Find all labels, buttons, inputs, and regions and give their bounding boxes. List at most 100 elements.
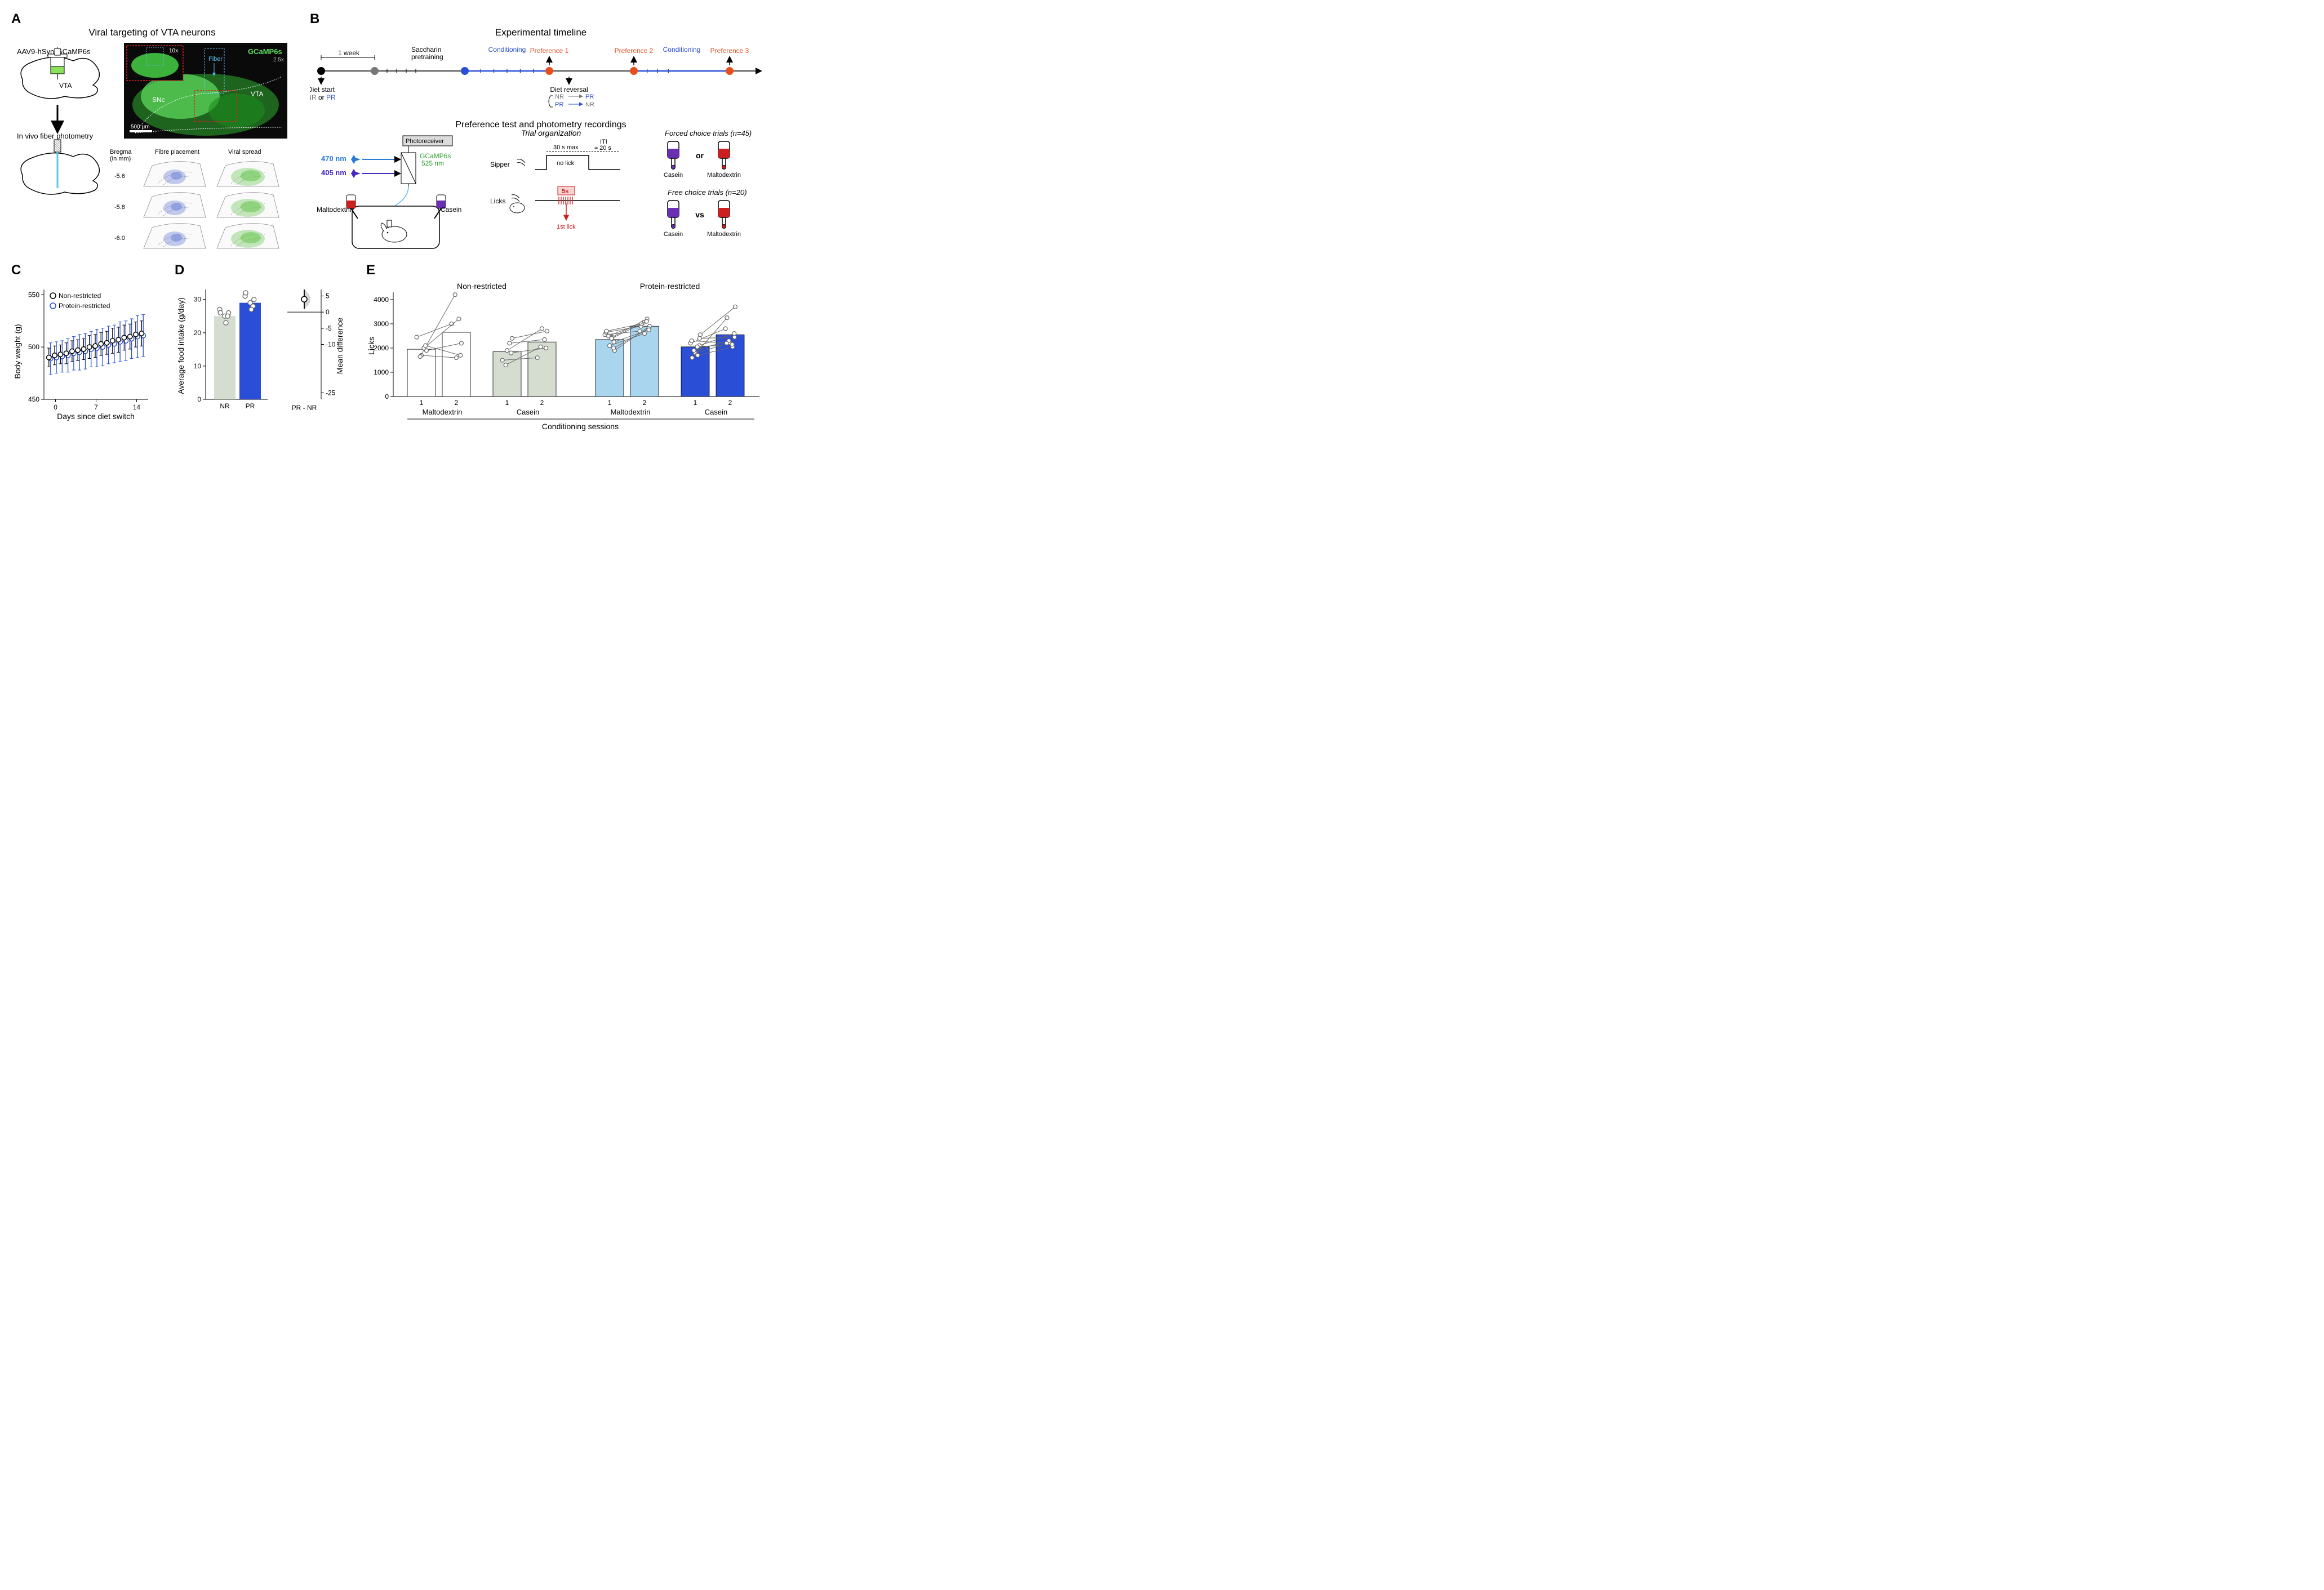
svg-text:Maltodextrin: Maltodextrin xyxy=(423,408,463,416)
panel-d-svg: 0102030 NRPR 50-5-10-25 PR - NR Average … xyxy=(175,278,349,422)
svg-text:NR: NR xyxy=(220,402,230,410)
free-title: Free choice trials (n=20) xyxy=(668,188,747,197)
lbl-iti: ITI≈ 20 s xyxy=(594,139,611,152)
svg-text:NR or PR: NR or PR xyxy=(310,93,336,101)
e-xlabel: Conditioning sessions xyxy=(542,422,619,431)
svg-text:Conditioning: Conditioning xyxy=(663,46,701,54)
c-xlabel: Days since diet switch xyxy=(57,412,135,421)
panel-a-title: Viral targeting of VTA neurons xyxy=(11,27,293,38)
svg-text:7: 7 xyxy=(94,403,98,411)
svg-text:1: 1 xyxy=(505,399,509,407)
panel-label-e: E xyxy=(366,262,375,278)
svg-text:Casein: Casein xyxy=(705,408,727,416)
timeline-nodes: Preference 1 Preference 2 Preference 3 Diet… xyxy=(310,46,749,108)
fiber-ferrule xyxy=(54,140,61,152)
svg-text:Non-restricted: Non-restricted xyxy=(457,282,506,291)
svg-text:1000: 1000 xyxy=(374,368,389,376)
injection-schematic: AAV9-hSyn-GCaMP6s VTA In vivo fiber phot… xyxy=(17,47,99,194)
gcamp-em-label: GCaMP6s525 nm xyxy=(420,152,451,167)
histology-rows: -5.6-5.8-6.0 xyxy=(114,162,279,248)
fiber-label-micro: Fiber xyxy=(208,56,223,63)
svg-text:0: 0 xyxy=(326,308,330,316)
gcamp-label: GCaMP6s xyxy=(248,47,282,56)
svg-text:Casein: Casein xyxy=(664,172,683,179)
d-ylabel: Average food intake (g/day) xyxy=(176,297,185,394)
brain-outline-2 xyxy=(21,153,99,194)
syringe-fluid xyxy=(51,66,64,74)
panel-label-c: C xyxy=(11,262,21,278)
svg-text:Maltodextrin: Maltodextrin xyxy=(707,231,741,238)
svg-text:Maltodextrin: Maltodextrin xyxy=(611,408,651,416)
lbl-5s: 5s xyxy=(562,188,568,195)
svg-text:20: 20 xyxy=(194,329,202,337)
panel-label-a: A xyxy=(11,11,21,26)
svg-text:-5.8: -5.8 xyxy=(114,204,125,211)
lbl-nolick: no lick xyxy=(557,160,575,167)
wav470: 470 nm xyxy=(321,154,346,163)
svg-text:PR: PR xyxy=(246,402,255,410)
svg-text:2: 2 xyxy=(643,399,647,407)
svg-text:Maltodextrin: Maltodextrin xyxy=(707,172,741,179)
legend-marker-nr xyxy=(50,293,56,299)
licks-txt: Licks xyxy=(490,197,505,205)
sipper-icon xyxy=(517,159,525,166)
svg-text:3000: 3000 xyxy=(374,320,389,328)
panel-d: D 0102030 NRPR 50-5-10-25 PR - NR Averag… xyxy=(175,262,349,431)
wav405: 405 nm xyxy=(321,168,346,177)
svg-text:30: 30 xyxy=(194,296,202,304)
svg-text:4000: 4000 xyxy=(374,296,389,304)
panel-label-b: B xyxy=(310,11,319,26)
svg-text:-25: -25 xyxy=(326,389,336,397)
legend-marker-pr xyxy=(50,303,56,309)
svg-text:Casein: Casein xyxy=(517,408,539,416)
legend-pr: Protein-restricted xyxy=(59,302,110,310)
scale-bar-label: 500 μm xyxy=(131,124,150,130)
svg-text:NR: NR xyxy=(555,93,564,100)
d2-yticks: 50-5-10-25 xyxy=(321,292,336,397)
svg-text:0: 0 xyxy=(385,393,389,400)
panel-c-svg: 450500550 0714 Non-restricted Protein-re… xyxy=(11,278,158,422)
c-ylabel: Body weight (g) xyxy=(13,324,22,378)
svg-text:Casein: Casein xyxy=(664,231,683,238)
svg-text:0: 0 xyxy=(54,403,57,411)
figure-root: A Viral targeting of VTA neurons AAV9-hS… xyxy=(11,11,763,431)
viral-col-label: Viral spread xyxy=(228,149,261,155)
svg-text:-5.6: -5.6 xyxy=(114,173,125,180)
d2-ylabel: Mean difference xyxy=(335,318,344,374)
brain-fiber xyxy=(21,140,99,194)
photometry-label: In vivo fiber photometry xyxy=(17,132,94,140)
forced-title: Forced choice trials (n=45) xyxy=(665,129,752,137)
malto-label: Maltodextrin xyxy=(317,206,353,213)
svg-text:or: or xyxy=(696,151,704,160)
d2-content xyxy=(287,290,321,312)
svg-text:Diet start: Diet start xyxy=(310,86,335,93)
panel-e-svg: 01000200030004000 12Maltodextrin12Casein… xyxy=(366,278,772,431)
panel-b: B Experimental timeline 1 week Preferenc… xyxy=(310,11,772,251)
trial-org: Trial organization Sipper 30 s max no li… xyxy=(490,128,620,230)
svg-text:Preference 3: Preference 3 xyxy=(710,47,749,55)
legend-nr: Non-restricted xyxy=(59,292,101,300)
svg-text:PR: PR xyxy=(555,101,563,108)
svg-text:PR: PR xyxy=(585,93,594,100)
c-legend: Non-restricted Protein-restricted xyxy=(50,292,110,310)
fibre-col-label: Fibre placement xyxy=(155,149,199,155)
svg-text:vs: vs xyxy=(695,210,704,219)
lbl-30s: 30 s max xyxy=(553,144,579,151)
svg-text:5: 5 xyxy=(326,292,330,300)
sipper-icon-2 xyxy=(512,195,519,202)
snc-label: SNc xyxy=(152,96,165,104)
syringe-plunger xyxy=(55,48,60,55)
svg-text:Diet reversal: Diet reversal xyxy=(550,86,588,93)
svg-text:450: 450 xyxy=(28,395,39,403)
svg-text:Preference 2: Preference 2 xyxy=(615,47,654,55)
casein-label: Casein xyxy=(441,206,461,213)
photoreceiver-label: Photoreceiver xyxy=(406,138,444,145)
inset-mag: 10x xyxy=(169,48,178,54)
rat-mini-eye xyxy=(513,206,514,207)
sipper-trace xyxy=(535,155,620,170)
svg-text:Conditioning: Conditioning xyxy=(488,46,526,54)
vta-label-left: VTA xyxy=(59,82,72,90)
svg-text:Preference 1: Preference 1 xyxy=(530,47,569,55)
svg-text:2: 2 xyxy=(540,399,544,407)
svg-text:10: 10 xyxy=(194,362,202,370)
